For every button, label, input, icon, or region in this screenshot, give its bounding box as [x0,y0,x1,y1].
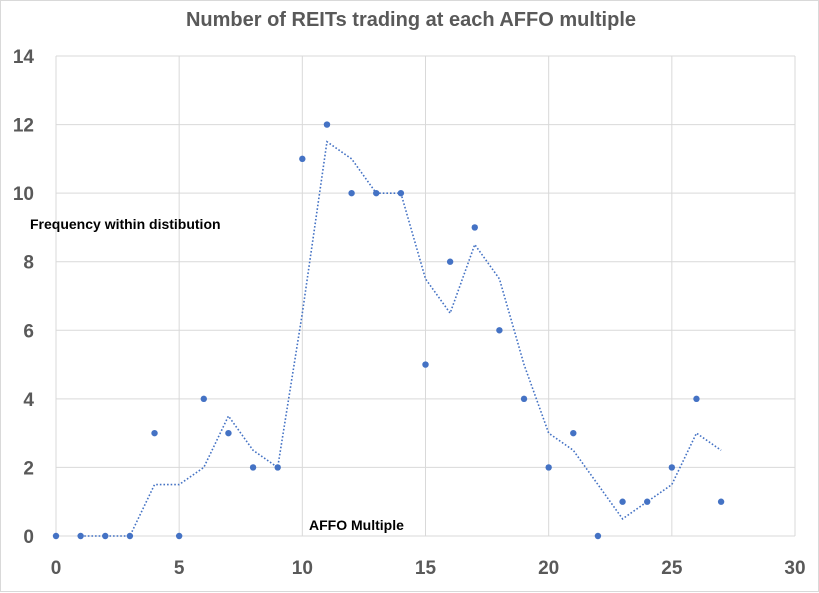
x-tick-label: 10 [292,558,313,579]
data-point [299,155,306,163]
data-point [570,429,577,437]
data-point [644,498,651,505]
y-tick-label: 10 [13,184,34,205]
data-point [151,429,158,437]
y-tick-label: 4 [23,390,34,411]
data-point [446,258,454,265]
x-tick-label: 25 [661,558,683,579]
x-axis-ticks: 0 5 10 15 20 25 30 [51,558,806,579]
x-tick-label: 20 [538,558,559,579]
data-point [225,429,232,437]
data-point [422,361,429,368]
data-points [52,121,725,540]
y-axis-ticks: 0 2 4 6 8 10 12 14 [13,47,35,548]
data-point [545,464,552,471]
y-axis-label: Frequency within distibution [30,216,221,232]
data-point [126,532,134,540]
x-axis-label: AFFO Multiple [309,517,404,533]
y-tick-label: 8 [23,253,34,274]
data-point [619,498,626,505]
y-tick-label: 0 [23,527,34,548]
data-point [348,189,355,197]
data-point [249,464,257,471]
moving-average-line [80,140,722,537]
data-point [520,395,528,403]
y-tick-label: 6 [23,321,34,342]
data-point [323,121,331,128]
x-tick-label: 5 [174,558,185,579]
data-point [77,532,84,540]
data-point [594,532,602,540]
data-point [52,532,60,540]
data-point [397,189,405,197]
data-point [274,464,281,471]
y-tick-label: 2 [23,458,34,479]
gridlines [55,55,796,537]
x-tick-label: 15 [415,558,437,579]
y-tick-label: 12 [13,116,34,137]
data-point [496,327,503,334]
data-point [471,224,478,231]
data-point [200,395,207,403]
x-tick-label: 0 [51,558,62,579]
x-tick-label: 30 [784,558,805,579]
chart-title: Number of REITs trading at each AFFO mul… [186,9,636,31]
data-point [668,464,676,471]
moving-average-polyline [80,140,722,537]
y-tick-label: 14 [13,47,35,68]
data-point [373,189,380,197]
data-point [102,532,109,540]
data-point [717,498,725,505]
data-point [175,532,183,540]
data-point [693,395,700,403]
